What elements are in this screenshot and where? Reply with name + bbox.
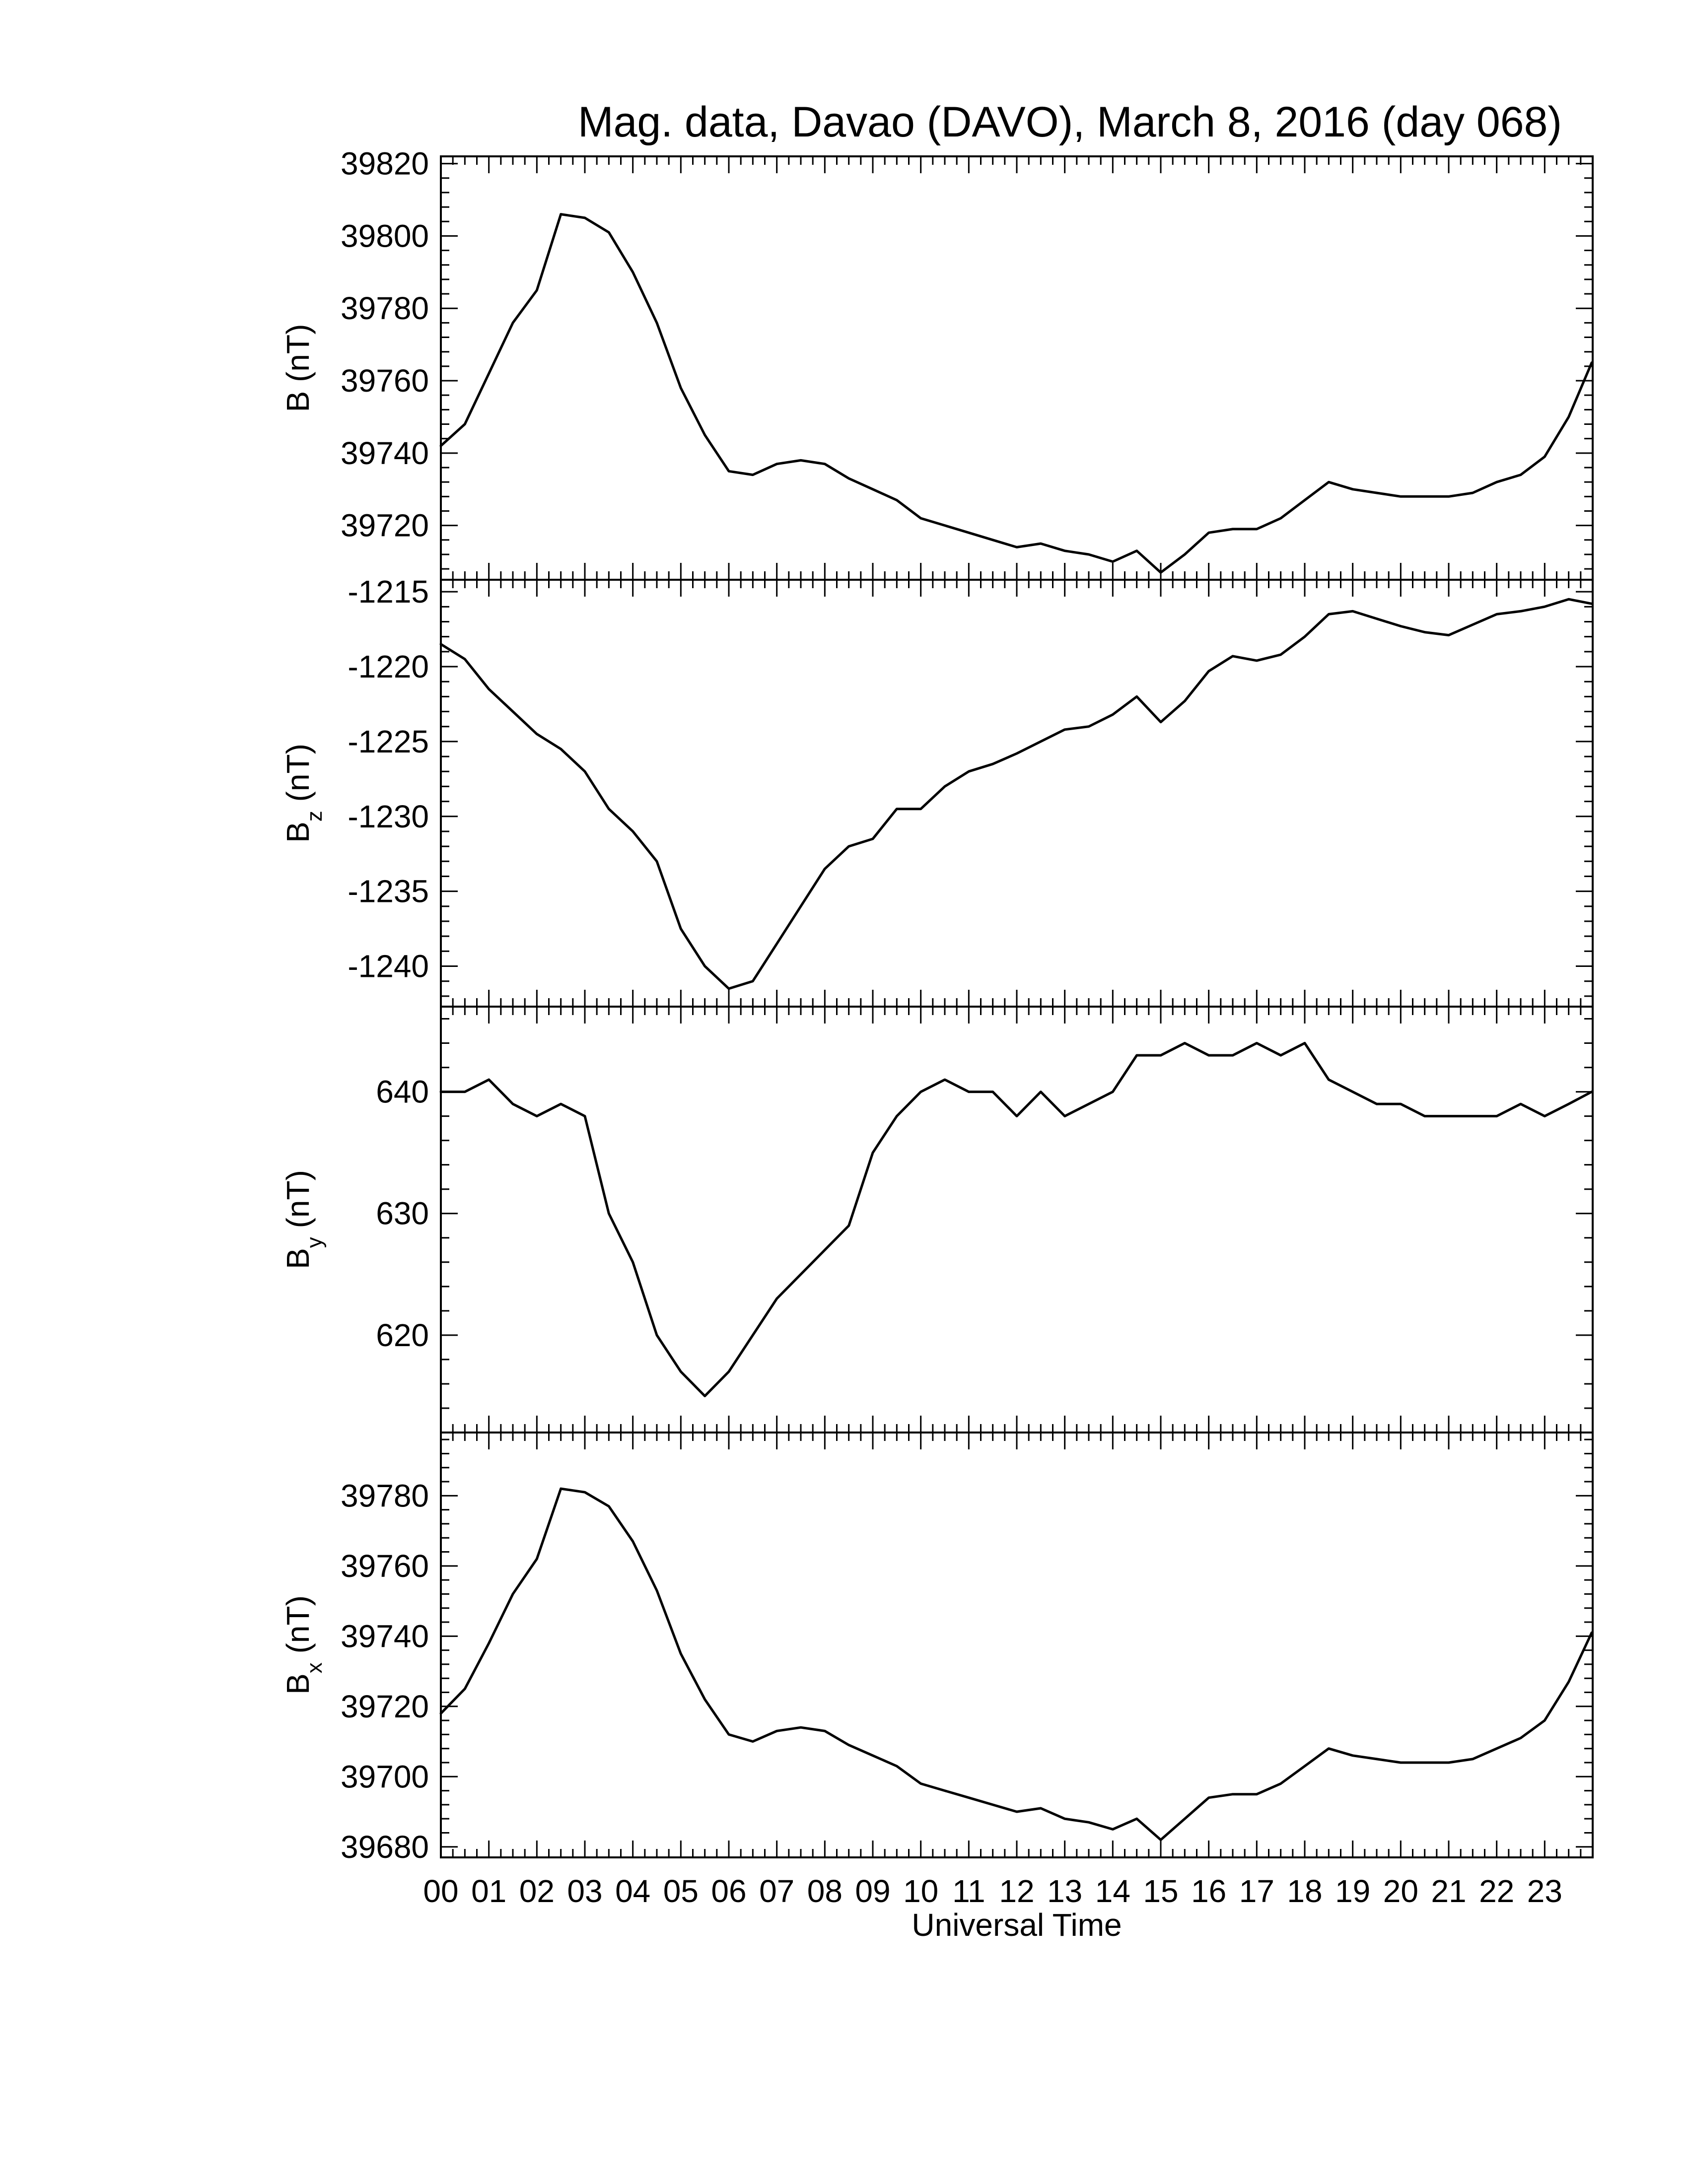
chart-title: Mag. data, Davao (DAVO), March 8, 2016 (…	[578, 98, 1562, 146]
y-label-subscript: x	[302, 1662, 327, 1673]
y-tick-label: 39740	[341, 1618, 429, 1654]
y-tick-label: -1230	[348, 799, 429, 834]
x-tick-label: 02	[519, 1873, 555, 1909]
y-tick-label: 39780	[341, 290, 429, 326]
y-label-unit: (nT)	[280, 1595, 316, 1662]
panel-bz: -1240 -1235 -1230 -1225 -1220 -1215 Bz (nT)	[280, 574, 1594, 1008]
x-tick-label: 07	[759, 1873, 794, 1909]
y-axis-label: Bx (nT)	[280, 1595, 327, 1695]
series-line-bz	[439, 598, 1593, 990]
series-line-bx	[439, 1487, 1593, 1842]
y-tick-label: -1220	[348, 649, 429, 684]
x-tick-label: 22	[1479, 1873, 1514, 1909]
y-tick-label: 630	[376, 1196, 429, 1231]
y-label-main: B	[280, 1248, 316, 1269]
x-tick-label: 10	[903, 1873, 938, 1909]
x-tick-label: 13	[1047, 1873, 1082, 1909]
y-ticks	[441, 1438, 1593, 1848]
y-label-unit: (nT)	[280, 1170, 316, 1237]
x-tick-label: 17	[1239, 1873, 1274, 1909]
y-tick-label: 39680	[341, 1829, 429, 1865]
y-tick-label: 39720	[341, 1689, 429, 1724]
y-tick-label: -1235	[348, 874, 429, 909]
panel-b-total: 39720 39740 39760 39780 39800 39820 B (nT)	[280, 146, 1594, 581]
y-tick-label: 39720	[341, 508, 429, 544]
x-tick-label: 18	[1287, 1873, 1322, 1909]
x-tick-label: 11	[952, 1873, 985, 1909]
y-axis-label: By (nT)	[280, 1170, 327, 1269]
panel-frame	[440, 155, 1594, 581]
x-ticks	[440, 580, 1594, 1007]
y-label-unit: (nT)	[280, 744, 316, 811]
y-tick-label: 39740	[341, 435, 429, 471]
y-tick-label: -1240	[348, 949, 429, 984]
y-label-subscript: y	[302, 1237, 327, 1248]
x-tick-label: 20	[1383, 1873, 1418, 1909]
panel-frame	[440, 1432, 1594, 1858]
y-tick-label: 39760	[341, 1548, 429, 1584]
y-label-main: B	[280, 391, 316, 412]
x-ticks	[440, 1007, 1594, 1433]
x-axis-label: Universal Time	[912, 1907, 1122, 1943]
y-tick-label: -1225	[348, 724, 429, 759]
x-tick-label: 14	[1095, 1873, 1130, 1909]
y-axis-label: Bz (nT)	[280, 744, 327, 843]
x-tick-label: 12	[999, 1873, 1034, 1909]
x-tick-label: 09	[855, 1873, 890, 1909]
x-tick-label: 23	[1527, 1873, 1562, 1909]
x-tick-label: 16	[1191, 1873, 1226, 1909]
x-tick-label: 01	[471, 1873, 506, 1909]
panel-bx: 39680 39700 39720 39740 39760 39780 Bx (nT)	[280, 1432, 1594, 1865]
y-tick-label: 39760	[341, 363, 429, 399]
y-tick-label: -1215	[348, 574, 429, 610]
y-label-main: B	[280, 821, 316, 843]
y-ticks	[441, 1018, 1593, 1433]
y-label-main: B	[280, 1673, 316, 1695]
y-tick-label: 39780	[341, 1478, 429, 1513]
y-label-unit: (nT)	[280, 324, 316, 391]
panel-by: 620 630 640 By (nT)	[280, 1006, 1594, 1433]
x-tick-labels: 00 01 02 03 04 05 06 07 08 09 10 11 12 13 14 15 16 17 18 19…	[423, 1873, 1562, 1909]
x-tick-label: 05	[663, 1873, 699, 1909]
y-ticks	[441, 591, 1593, 997]
x-ticks	[440, 156, 1594, 580]
panel-frame	[440, 579, 1594, 1008]
x-tick-label: 04	[615, 1873, 650, 1909]
y-label-subscript: z	[302, 811, 327, 821]
x-tick-label: 08	[807, 1873, 843, 1909]
y-tick-label: 640	[376, 1074, 429, 1110]
x-tick-label: 21	[1431, 1873, 1466, 1909]
y-ticks	[441, 163, 1593, 570]
panel-frame	[440, 1006, 1594, 1433]
y-tick-label: 39820	[341, 146, 429, 182]
x-tick-label: 19	[1335, 1873, 1370, 1909]
y-tick-label: 39800	[341, 218, 429, 254]
y-tick-label: 39700	[341, 1759, 429, 1794]
y-axis-label: B (nT)	[280, 324, 316, 412]
x-tick-label: 06	[711, 1873, 746, 1909]
x-tick-label: 00	[423, 1873, 458, 1909]
series-line-by	[439, 1042, 1593, 1397]
y-tick-label: 620	[376, 1317, 429, 1353]
x-ticks	[440, 1433, 1594, 1857]
x-tick-label: 15	[1143, 1873, 1178, 1909]
x-tick-label: 03	[567, 1873, 602, 1909]
series-line-b-total	[439, 213, 1593, 574]
